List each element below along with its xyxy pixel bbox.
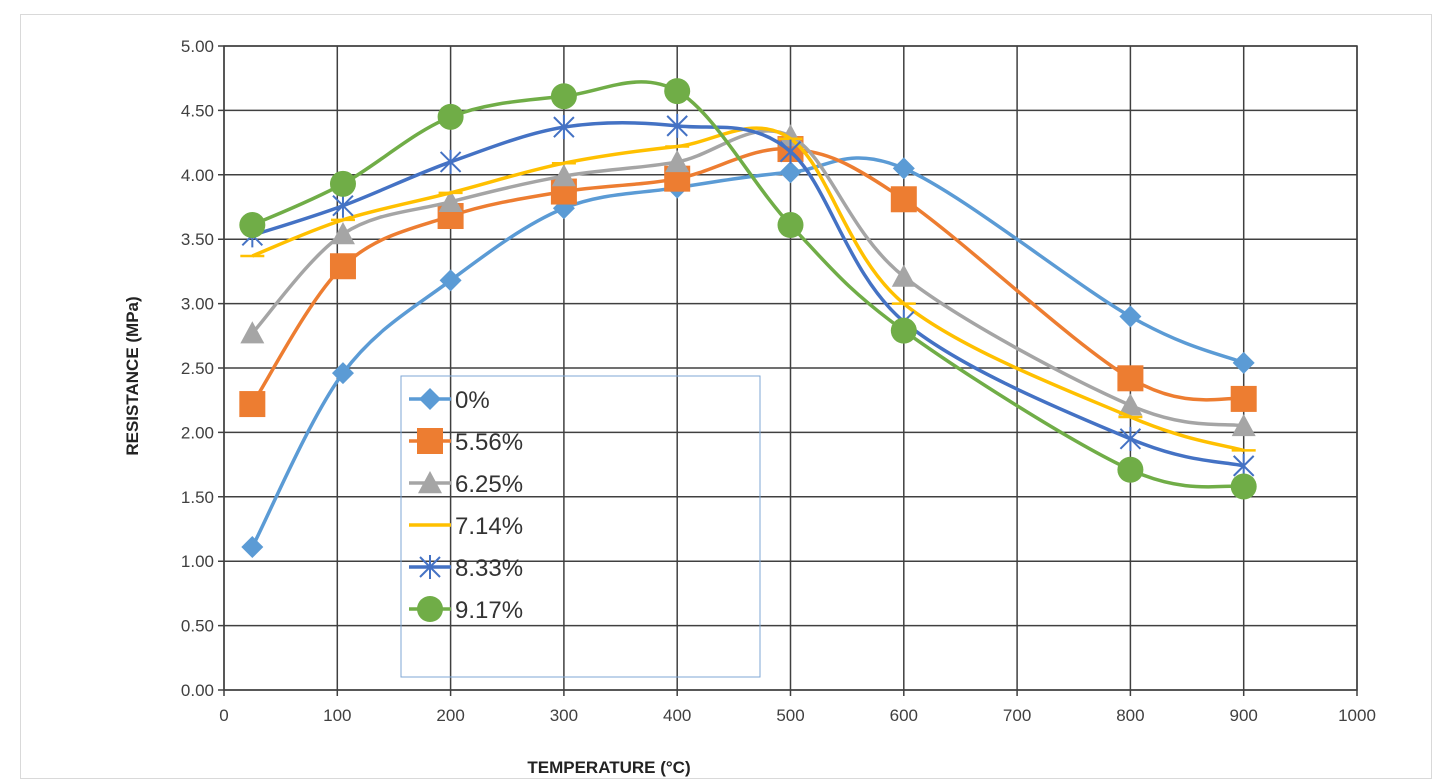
data-point [439,149,462,174]
y-tick-label: 4.00 [181,166,214,185]
x-tick-label: 200 [436,706,464,725]
data-point [665,149,690,173]
series-line [250,147,1245,406]
x-axis-title: TEMPERATURE (°C) [527,758,690,777]
data-point [331,362,354,385]
legend-marker [418,471,442,494]
legend-marker [419,388,441,410]
legend-label: 8.33% [455,555,523,582]
x-tick-label: 400 [663,706,691,725]
series-line [251,129,1245,428]
legend-label: 9.17% [455,597,523,624]
data-point [891,264,916,287]
data-point [240,321,265,344]
data-point [777,212,804,239]
y-tick-label: 1.50 [181,488,214,507]
line-chart: 0.00 0.50 1.00 1.50 2.00 2.50 3.00 3.50 4.00 4.50… [123,37,1376,777]
axes: 0.00 0.50 1.00 1.50 2.00 2.50 3.00 3.50 4.00 4.50… [181,37,1376,725]
data-point [779,139,802,164]
legend-entry: 5.56% [409,428,523,456]
x-tick-label: 900 [1230,706,1258,725]
data-point [1118,393,1143,416]
legend-entry: 0% [409,387,490,414]
data-point [439,269,462,292]
data-point [551,164,576,187]
x-tick-label: 500 [776,706,804,725]
series-layer [239,78,1257,559]
data-point [241,536,264,559]
data-point [890,186,917,213]
y-tick-label: 3.00 [181,295,214,314]
data-point [550,83,577,110]
data-point [666,113,688,138]
data-point [779,161,802,184]
series-6 [239,78,1257,500]
x-tick-label: 600 [890,706,918,725]
data-point [1231,413,1256,437]
y-tick-label: 1.00 [181,552,214,571]
x-tick-label: 1000 [1338,706,1376,725]
data-point [438,189,463,213]
data-point [664,78,691,105]
data-point [778,124,803,147]
data-point [1117,456,1144,483]
data-point [239,391,266,418]
legend-entry: 6.25% [409,471,523,498]
y-tick-label: 2.50 [181,359,214,378]
data-point [890,317,917,344]
series-line [251,126,1245,453]
legend-marker [419,555,441,579]
legend-box [400,375,761,678]
y-tick-label: 3.50 [181,230,214,249]
legend-entry: 9.17% [409,596,523,624]
x-tick-label: 300 [550,706,578,725]
series-line [251,120,1245,468]
legend: 0% 5.56% 6.25% 7.14% 8.33% 9.17% [400,375,761,678]
legend-label: 7.14% [455,513,523,540]
x-tick-label: 800 [1116,706,1144,725]
legend-marker [417,596,443,622]
y-tick-label: 0.50 [181,617,214,636]
legend-label: 5.56% [455,429,523,456]
y-axis-title: RESISTANCE (MPa) [123,296,142,455]
series-3 [240,124,1256,437]
data-point [332,193,354,218]
data-point [1119,426,1142,451]
x-tick-label: 100 [323,706,351,725]
data-point [892,157,915,180]
data-point [329,253,356,280]
data-point [1230,385,1257,412]
data-point [330,222,355,245]
data-point [239,212,266,239]
y-tick-label: 4.50 [181,101,214,120]
y-tick-label: 2.00 [181,423,214,442]
data-point [329,170,356,197]
legend-label: 6.25% [455,471,523,498]
data-point [1230,473,1257,500]
series-4 [240,126,1256,453]
y-tick-label: 0.00 [181,681,214,700]
data-point [1119,305,1142,328]
legend-entry: 7.14% [409,513,523,540]
data-point [553,115,575,140]
chart-frame: 0.00 0.50 1.00 1.50 2.00 2.50 3.00 3.50 4.00 4.50… [20,14,1432,779]
data-point [437,103,464,130]
x-tick-label: 700 [1003,706,1031,725]
legend-entry: 8.33% [409,555,523,582]
data-point [1232,351,1255,374]
x-tick-label: 0 [219,706,228,725]
series-line [251,80,1244,489]
legend-label: 0% [455,387,490,414]
legend-marker [417,428,443,454]
y-tick-label: 5.00 [181,37,214,56]
data-point [1117,365,1144,392]
